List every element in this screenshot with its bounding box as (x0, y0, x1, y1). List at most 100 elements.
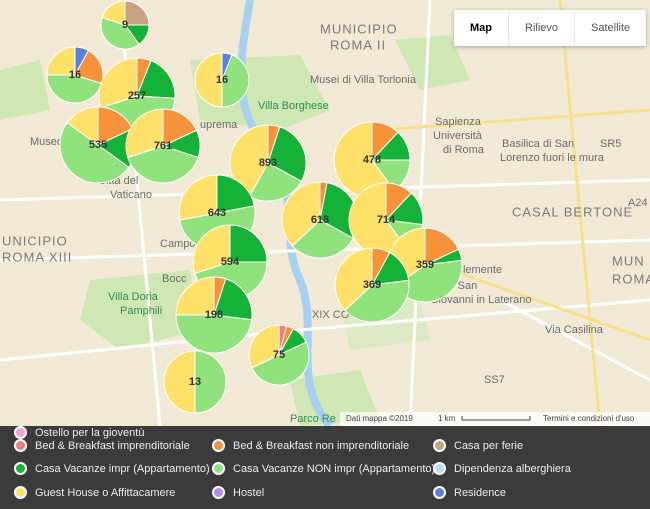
legend-item: Casa Vacanze NON impr (Appartamento) (212, 462, 435, 475)
pie-slice (175, 314, 253, 354)
marker-count: 359 (416, 259, 434, 271)
legend-label: Guest House o Affittacamere (35, 486, 176, 499)
map-type-button[interactable]: Map (470, 22, 492, 34)
pie-slice (291, 219, 354, 259)
legend-swatch (212, 486, 225, 499)
markers: 9 16 257 16 535 761 893 478 643 618 714 594 359 369 19… (46, 0, 463, 414)
map-type-button[interactable]: Rilievo (508, 10, 574, 46)
marker-count: 75 (273, 349, 285, 361)
marker-count: 478 (363, 154, 381, 166)
attribution-bg (340, 412, 650, 426)
map-label: Lorenzo fuori le mura (500, 152, 605, 164)
pie-marker[interactable]: 618 (281, 181, 359, 259)
legend-swatch (212, 439, 225, 452)
pie-slice (163, 350, 196, 414)
legend-label: Dipendenza alberghiera (454, 462, 571, 475)
pie-marker[interactable]: 9 (100, 0, 150, 50)
map-label: Sapienza (435, 116, 482, 128)
pie-slice (46, 74, 103, 104)
pie-marker[interactable]: 478 (333, 121, 411, 199)
legend-item: Casa per ferie (433, 439, 523, 452)
map-label: UNICIPIO (2, 233, 68, 248)
terms[interactable]: Termini e condizioni d'uso (543, 414, 635, 423)
legend-item: Dipendenza alberghiera (433, 462, 571, 475)
marker-count: 16 (216, 74, 228, 86)
legend-item: Residence (433, 486, 506, 499)
pie-marker[interactable]: 16 (194, 52, 250, 108)
pie-slice (251, 341, 310, 386)
map-label: Campo (160, 238, 195, 250)
pie-slice (98, 57, 138, 109)
marker-count: 643 (208, 207, 226, 219)
legend-label: Bed & Breakfast imprenditoriale (35, 439, 190, 452)
map-label: ROMA (612, 271, 650, 286)
pie-marker[interactable]: 535 (59, 106, 137, 184)
legend-swatch (212, 462, 225, 475)
legend-label: Casa Vacanze NON impr (Appartamento) (233, 462, 436, 475)
marker-count: 13 (189, 376, 201, 388)
marker-count: 618 (311, 214, 329, 226)
pie-slice (101, 0, 126, 26)
map-label: Bocc (162, 273, 187, 285)
pie-marker[interactable]: 198 (175, 276, 253, 354)
pie-marker[interactable]: 893 (229, 124, 307, 202)
map-label: Basilica di San (502, 138, 574, 150)
pie-slice (216, 174, 255, 214)
map-label: Museo (30, 136, 63, 148)
marker-count: 16 (69, 69, 81, 81)
pie-slice (281, 181, 321, 247)
pie-slice (213, 278, 253, 321)
map-label: Via Casilina (545, 324, 604, 336)
legend-label: Ostello per la gioventù (35, 426, 145, 439)
map-label: Musei di Villa Torlonia (310, 74, 417, 86)
map-label: Vaticano (110, 189, 152, 201)
attribution: Dati mappa ©2019 1 km Termini e condizio… (340, 412, 650, 426)
pie-slice (66, 106, 99, 146)
attribution-data: Dati mappa ©2019 (346, 414, 413, 423)
pie-slice (229, 224, 268, 263)
parks (0, 35, 470, 426)
legend-swatch (433, 462, 446, 475)
pie-slice (46, 46, 76, 76)
map-label: Villa Doria (108, 291, 159, 303)
map-label: Università (433, 130, 483, 142)
marker-count: 893 (259, 157, 277, 169)
pie-slice (136, 60, 176, 99)
legend-item: Bed & Breakfast non imprenditoriale (212, 439, 409, 452)
map-label: uprema (200, 119, 238, 131)
marker-count: 594 (221, 256, 240, 268)
map-type-button[interactable]: Satellite (574, 10, 646, 46)
map-label: A24 (628, 197, 648, 209)
legend-label: Bed & Breakfast non imprenditoriale (233, 439, 410, 452)
legend-label: Casa per ferie (454, 439, 524, 452)
legend-item: Casa Vacanze impr (Appartamento) (14, 462, 210, 475)
legend-item: Guest House o Affittacamere (14, 486, 175, 499)
legend-item: Hostel (212, 486, 264, 499)
marker-count: 9 (122, 19, 128, 31)
map-label: Parco Re (290, 413, 336, 425)
pie-slice (194, 350, 227, 414)
pie-marker[interactable]: 369 (334, 247, 410, 323)
legend-swatch (14, 486, 27, 499)
pie-slice (194, 52, 223, 108)
map-label: ROMA II (330, 37, 386, 52)
legend-swatch (433, 439, 446, 452)
pie-marker[interactable]: 761 (125, 108, 201, 184)
pie-slice (334, 247, 373, 312)
pie-slice (192, 224, 231, 275)
pie-slice (124, 0, 150, 26)
legend-item: Bed & Breakfast imprenditoriale (14, 439, 190, 452)
pie-slice (162, 108, 198, 147)
pie-marker[interactable]: 75 (248, 324, 310, 386)
legend-swatch (433, 486, 446, 499)
map-label: Pamphili (120, 305, 162, 317)
marker-count: 535 (89, 139, 107, 151)
marker-count: 369 (363, 279, 381, 291)
pie-marker[interactable]: 13 (163, 350, 227, 414)
pie-marker[interactable]: 594 (192, 224, 268, 300)
map-label: SR5 (600, 138, 621, 150)
pie-slice (178, 174, 218, 221)
pie-slice (127, 145, 199, 184)
pie-marker[interactable]: 16 (46, 46, 104, 104)
